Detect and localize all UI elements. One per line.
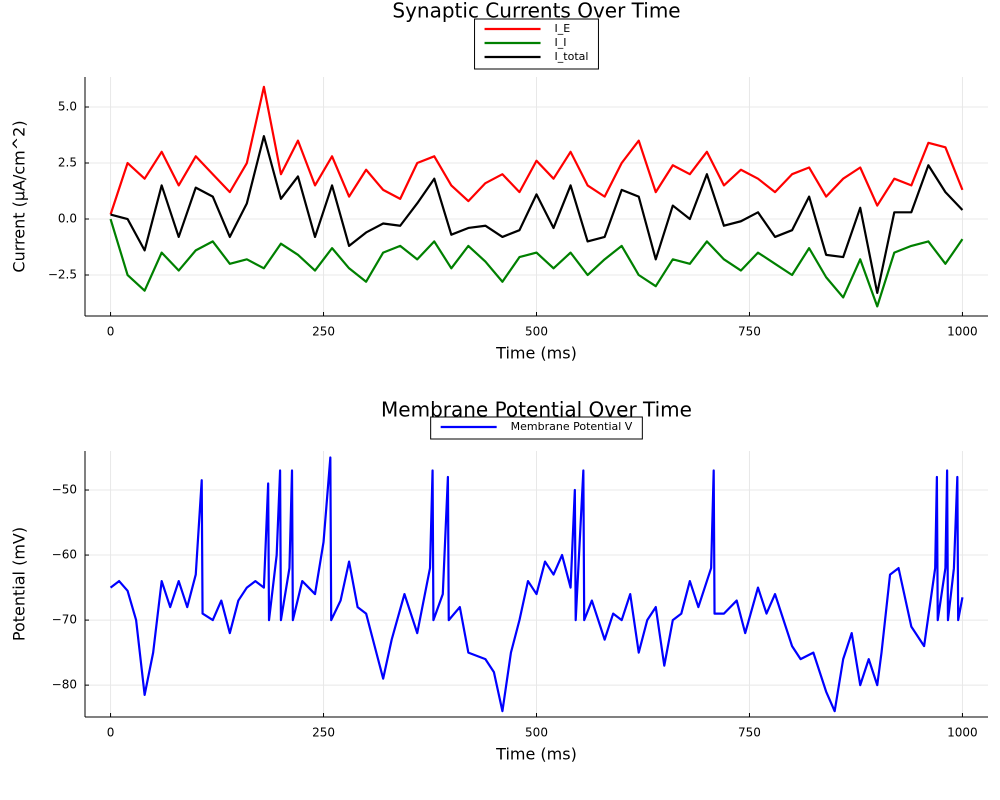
x-axis-label: Time (ms) (495, 745, 577, 764)
x-tick-label: 1000 (947, 726, 978, 740)
x-tick-label: 500 (525, 325, 548, 339)
legend: Membrane Potential V (430, 416, 643, 440)
data-line (109, 456, 964, 713)
x-tick-label: 0 (107, 726, 115, 740)
legend-label: I_E (555, 22, 571, 35)
legend-box (430, 416, 643, 440)
x-tick-label: 250 (312, 726, 335, 740)
y-tick-label: −80 (52, 678, 77, 692)
y-tick-label: 5.0 (58, 100, 77, 114)
legend-label: Membrane Potential V (511, 420, 633, 433)
chart-title: Synaptic Currents Over Time (392, 0, 680, 23)
x-tick-label: 0 (107, 325, 115, 339)
x-tick-label: 750 (738, 726, 761, 740)
x-axis-label: Time (ms) (495, 344, 577, 363)
y-axis-label: Potential (mV) (10, 527, 29, 641)
data-line (110, 135, 964, 295)
y-tick-label: −50 (52, 483, 77, 497)
y-tick-label: −70 (52, 613, 77, 627)
legend: I_EI_II_total (474, 18, 599, 70)
y-tick-label: 0.0 (58, 212, 77, 226)
data-line (109, 85, 964, 215)
legend-label: I_total (555, 50, 589, 63)
y-tick-label: 2.5 (58, 156, 77, 170)
x-tick-label: 500 (525, 726, 548, 740)
y-axis-label: Current (μA/cm^2) (10, 120, 29, 272)
y-tick-label: −2.5 (48, 268, 77, 282)
x-tick-label: 750 (738, 325, 761, 339)
y-tick-label: −60 (52, 548, 77, 562)
x-tick-label: 250 (312, 325, 335, 339)
data-line (109, 218, 964, 308)
legend-label: I_I (555, 36, 567, 49)
x-tick-label: 1000 (947, 325, 978, 339)
